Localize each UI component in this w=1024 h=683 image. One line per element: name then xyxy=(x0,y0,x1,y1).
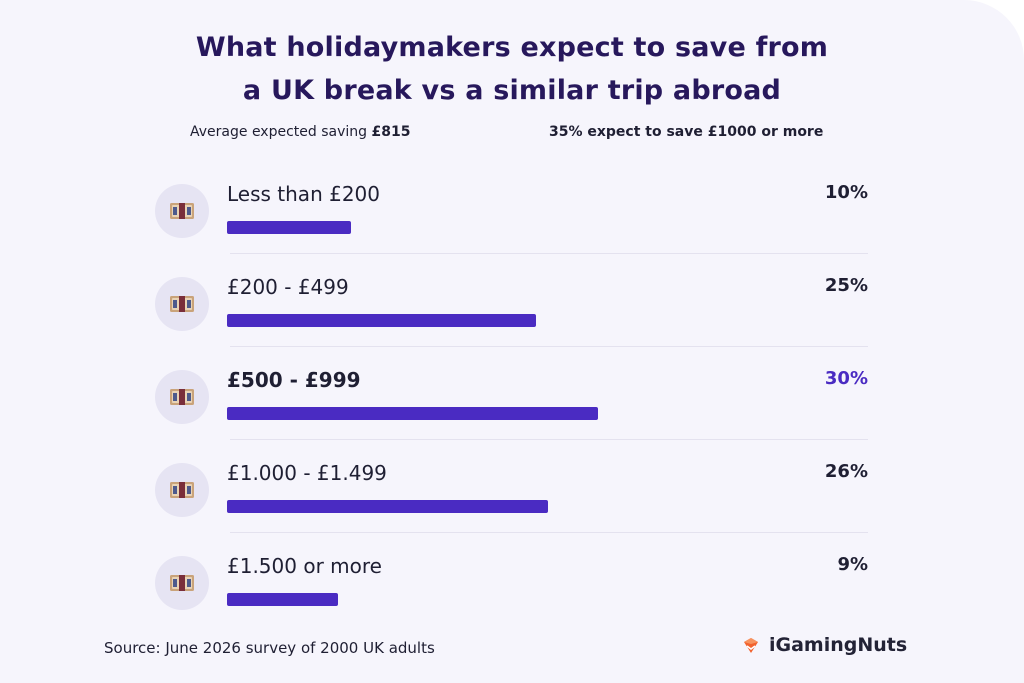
value-label: 25% xyxy=(824,275,868,296)
bar-row: £1.500 or more 9% xyxy=(155,554,868,647)
chart-title-line-1: What holidaymakers expect to save from xyxy=(195,32,829,63)
category-label: £1.500 or more xyxy=(227,554,382,578)
value-label: 30% xyxy=(824,368,868,389)
bar xyxy=(227,221,351,234)
brand-logo: iGamingNuts xyxy=(741,634,907,656)
bar-row: £500 - £999 30% xyxy=(155,368,868,461)
bar-row: Less than £200 10% xyxy=(155,182,868,275)
money-icon-circle xyxy=(155,370,209,424)
brand-name: iGamingNuts xyxy=(769,634,908,656)
value-label: 10% xyxy=(824,182,868,203)
category-label: Less than £200 xyxy=(227,182,380,206)
value-label: 26% xyxy=(824,461,868,482)
value-label: 9% xyxy=(837,554,868,575)
money-icon-circle xyxy=(155,556,209,610)
source-note: Source: June 2026 survey of 2000 UK adul… xyxy=(104,639,435,657)
row-divider xyxy=(230,253,868,254)
money-icon-circle xyxy=(155,463,209,517)
bar-row: £1.000 - £1.499 26% xyxy=(155,461,868,554)
chart-title: What holidaymakers expect to save from a… xyxy=(0,26,1024,112)
nut-logo-icon xyxy=(744,638,758,653)
category-label: £500 - £999 xyxy=(227,368,361,392)
money-icon xyxy=(170,203,194,219)
share-over-1000-stat: 35% expect to save £1000 or more xyxy=(549,124,824,140)
row-divider xyxy=(230,532,868,533)
row-divider xyxy=(230,346,868,347)
bar xyxy=(227,500,548,513)
money-icon xyxy=(170,389,194,405)
money-icon xyxy=(170,296,194,312)
money-icon xyxy=(170,575,194,591)
card-corner xyxy=(964,0,1024,60)
average-saving-label: Average expected saving xyxy=(190,124,372,140)
bar-row: £200 - £499 25% xyxy=(155,275,868,368)
average-saving-stat: Average expected saving £815 xyxy=(190,124,410,140)
money-icon-circle xyxy=(155,277,209,331)
category-label: £1.000 - £1.499 xyxy=(227,461,387,485)
bar xyxy=(227,314,536,327)
chart-title-line-2: a UK break vs a similar trip abroad xyxy=(242,75,782,106)
money-icon xyxy=(170,482,194,498)
category-label: £200 - £499 xyxy=(227,275,349,299)
row-divider xyxy=(230,439,868,440)
average-saving-value: £815 xyxy=(371,124,411,140)
bar xyxy=(227,407,598,420)
money-icon-circle xyxy=(155,184,209,238)
bar xyxy=(227,593,338,606)
